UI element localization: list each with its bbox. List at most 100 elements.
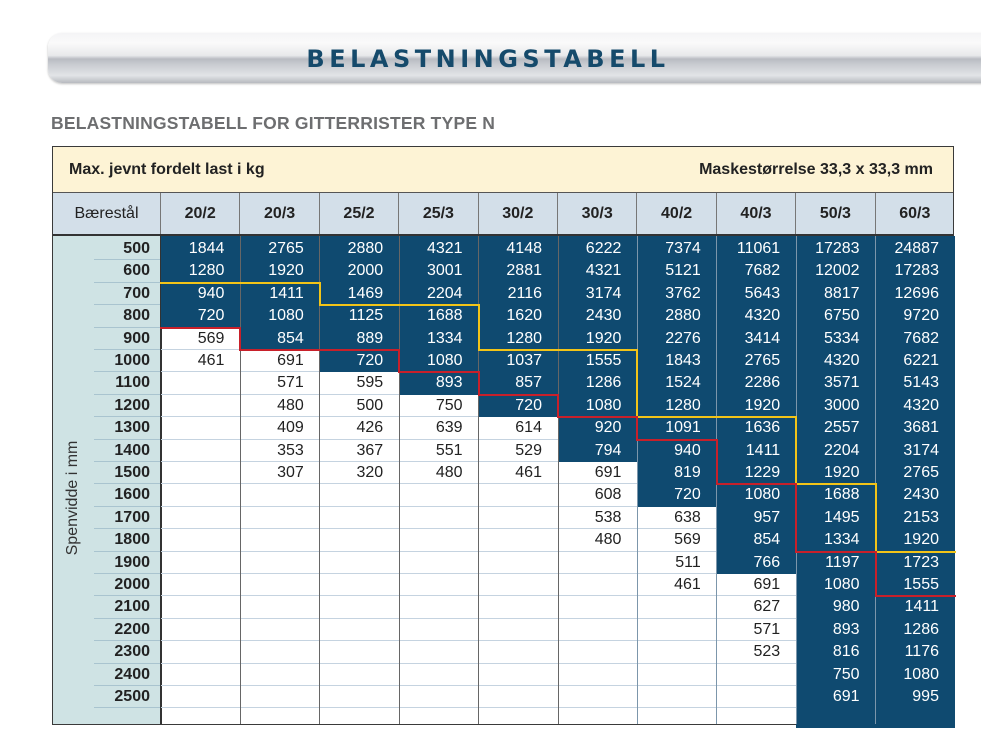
table-cell: 1636	[716, 417, 797, 440]
table-cell: 461	[478, 462, 558, 485]
table-cell	[161, 417, 241, 440]
yellow-limit-line	[160, 281, 321, 284]
table-cell: 7682	[716, 260, 797, 283]
table-cell: 720	[478, 394, 558, 418]
table-cell	[240, 484, 320, 507]
table-cell: 720	[637, 484, 717, 507]
table-cell: 980	[796, 596, 876, 619]
table-cell	[240, 552, 320, 574]
table-cell: 571	[240, 372, 320, 395]
table-cell: 1037	[478, 350, 558, 373]
table-cell: 24887	[875, 236, 955, 261]
table-cell: 2430	[558, 305, 638, 328]
yellow-limit-line	[318, 304, 480, 307]
table-cell	[161, 372, 241, 395]
yellow-limit-line	[636, 416, 798, 419]
red-limit-line	[477, 393, 559, 396]
table-cell: 2116	[478, 282, 558, 306]
table-cell	[240, 641, 320, 664]
row-separator	[94, 393, 160, 395]
column-divider	[398, 236, 400, 724]
table-cell: 17283	[796, 236, 876, 261]
table-cell: 1411	[875, 596, 955, 619]
table-cell: 571	[716, 619, 797, 642]
table-cell	[399, 484, 479, 507]
table-cell	[716, 686, 797, 709]
table-cell	[558, 641, 638, 664]
table-cell: 940	[637, 439, 717, 462]
table-cell: 627	[716, 596, 797, 619]
row-separator	[94, 595, 160, 597]
table-cell	[319, 529, 400, 552]
title-banner: BELASTNINGSTABELL	[48, 33, 981, 83]
table-cell: 638	[637, 507, 717, 530]
row-separator	[94, 505, 160, 507]
yellow-limit-line	[477, 349, 639, 351]
table-cell: 816	[796, 641, 876, 664]
table-cell	[240, 596, 320, 619]
table-cell: 320	[319, 462, 400, 485]
table-cell: 1555	[558, 350, 638, 373]
table-cell	[478, 641, 558, 664]
column-header: 30/3	[557, 193, 636, 234]
yellow-limit-line	[795, 483, 877, 486]
table-cell: 12696	[875, 282, 955, 306]
table-cell: 691	[796, 686, 876, 709]
table-cell	[478, 552, 558, 574]
table-cell: 6750	[796, 305, 876, 328]
table-cell	[319, 686, 400, 709]
red-limit-line	[636, 416, 639, 441]
table-cell: 957	[716, 506, 797, 530]
red-limit-line	[398, 349, 401, 374]
row-label: 2000	[114, 576, 150, 593]
column-header: 40/3	[715, 193, 795, 234]
table-cell	[558, 619, 638, 642]
table-cell	[319, 507, 400, 530]
table-cell	[716, 664, 797, 686]
load-table: Max. jevnt fordelt last i kg Maskestørre…	[52, 146, 956, 729]
table-caption: Max. jevnt fordelt last i kg Maskestørre…	[53, 147, 953, 193]
table-cell: 569	[637, 529, 717, 552]
table-cell	[240, 507, 320, 530]
table-cell: 2881	[478, 260, 558, 283]
yellow-limit-line	[636, 349, 639, 419]
table-cell	[161, 552, 241, 574]
column-header: 50/3	[795, 193, 874, 234]
red-limit-line	[874, 550, 877, 598]
row-label: 1400	[114, 441, 150, 459]
row-separator	[94, 573, 160, 574]
table-cell: 1920	[558, 327, 638, 350]
red-limit-line	[160, 326, 242, 329]
table-cell	[478, 596, 558, 619]
table-cell	[637, 664, 717, 686]
banner-title: BELASTNINGSTABELL	[306, 45, 670, 73]
table-cell: 480	[558, 529, 638, 552]
table-cell	[319, 664, 400, 686]
table-cell: 893	[399, 372, 479, 395]
table-cell: 2430	[875, 484, 955, 507]
table-cell	[478, 574, 558, 597]
column-header-row: Bærestål 20/2 20/3 25/2 25/3 30/2 30/3 40/2 40/…	[53, 193, 953, 236]
table-cell	[161, 664, 241, 686]
table-cell: 9720	[875, 305, 955, 328]
table-cell: 750	[796, 663, 876, 686]
table-cell: 614	[478, 417, 558, 440]
row-separator	[94, 550, 160, 552]
table-cell: 2880	[637, 305, 717, 328]
table-cell: 5643	[716, 282, 797, 306]
caption-mesh-size: Maskestørrelse 33,3 x 33,3 mm	[699, 161, 933, 178]
row-labels: 500 600 700 800 900 1000 1100 1200 1300 1400 1500 1…	[94, 236, 162, 724]
row-label: 2200	[114, 620, 150, 638]
table-cell: 6221	[875, 350, 955, 373]
table-cell: 794	[558, 439, 638, 462]
column-header: 60/3	[874, 193, 954, 234]
red-limit-line	[795, 483, 798, 553]
table-cell: 3174	[875, 439, 955, 462]
span-axis: Spenvidde i mm	[53, 236, 95, 724]
section-heading: BELASTNINGSTABELL FOR GITTERRISTER TYPE …	[51, 113, 496, 133]
table-cell: 5334	[796, 327, 876, 350]
row-label: 1600	[114, 486, 150, 504]
table-cell: 1723	[875, 551, 955, 574]
table-cell	[240, 574, 320, 597]
row-label: 1100	[115, 374, 150, 392]
